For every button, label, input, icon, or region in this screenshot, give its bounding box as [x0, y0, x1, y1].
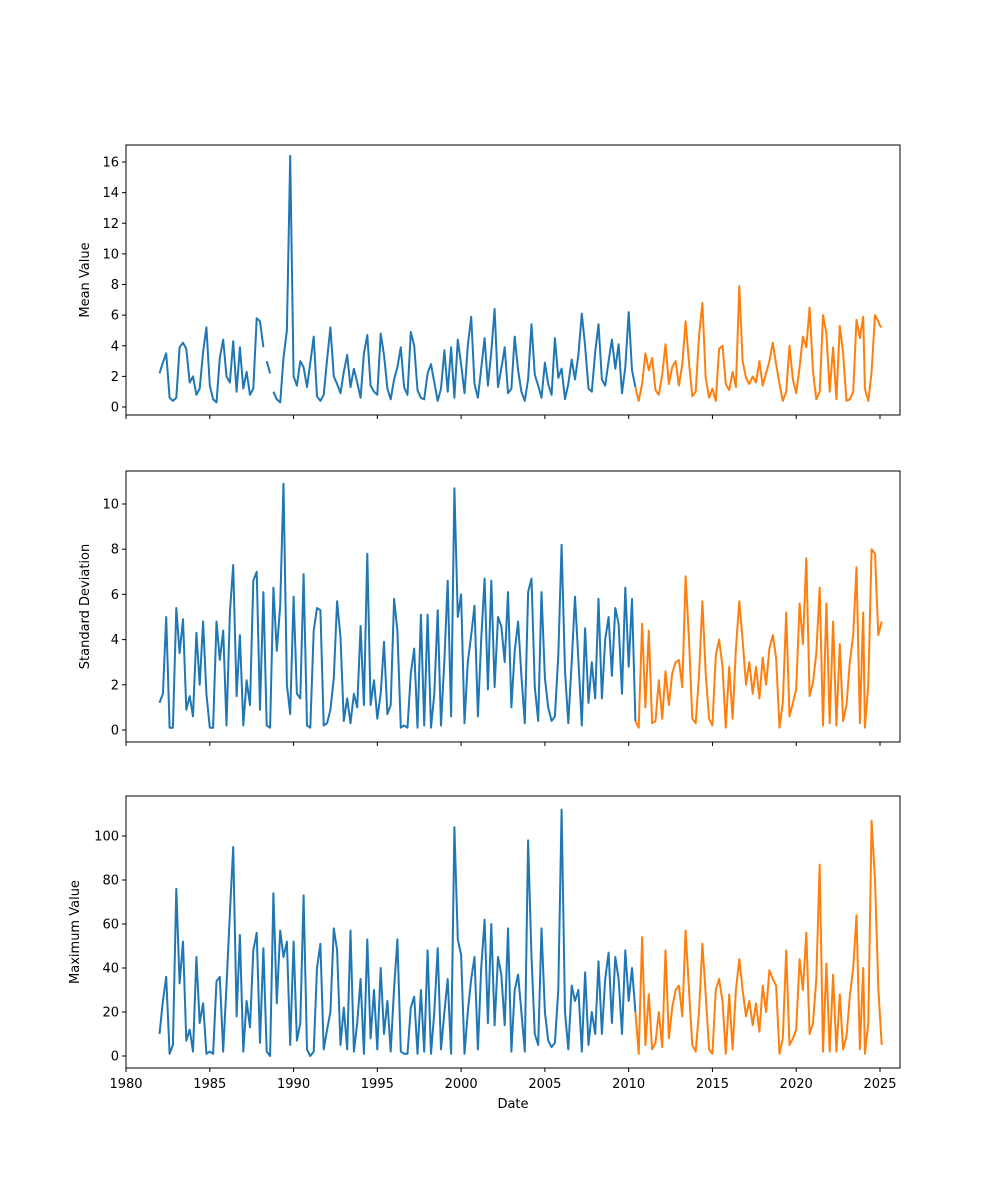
series-line-1-segment-1	[158, 482, 637, 729]
y-tick-label: 60	[102, 918, 119, 933]
x-tick-label: 2010	[612, 1077, 645, 1092]
y-tick-label: 0	[111, 1050, 119, 1065]
x-tick-label: 2005	[528, 1077, 561, 1092]
y-tick-label: 10	[102, 247, 119, 262]
axes-frame	[125, 144, 901, 416]
x-tick-label: 2020	[780, 1077, 813, 1092]
subplot-panels: 0 2 4 6 8 10 12 14 16 Mean Value 0 2 4 6 8 10 Standard D…	[68, 144, 901, 1112]
series-group	[158, 482, 883, 729]
series-line-1-segment-1	[158, 317, 265, 404]
y-tick-label: 100	[94, 830, 119, 845]
y-tick-label: 2	[111, 678, 119, 693]
y-axis-label: Mean Value	[78, 242, 93, 317]
y-tick-label: 14	[102, 186, 119, 201]
y-tick-label: 8	[111, 543, 119, 558]
series-line-1-segment-2	[265, 360, 272, 374]
x-tick-label: 1985	[193, 1077, 226, 1092]
x-tick-label: 1980	[109, 1077, 142, 1092]
y-tick-label: 0	[111, 401, 119, 416]
subplot-2: 0 2 4 6 8 10 Standard Deviation	[78, 470, 901, 746]
series-line-1-segment-3	[272, 154, 637, 404]
series-line-2-segment-1	[634, 285, 883, 402]
subplot-1: 0 2 4 6 8 10 12 14 16 Mean Value	[78, 144, 901, 419]
y-tick-label: 10	[102, 498, 119, 513]
x-tick-label: 1990	[277, 1077, 310, 1092]
series-group	[158, 808, 883, 1057]
y-tick-label: 80	[102, 874, 119, 889]
series-group	[158, 154, 883, 404]
y-tick-label: 0	[111, 724, 119, 739]
x-tick-label: 2015	[696, 1077, 729, 1092]
axes-frame	[125, 470, 901, 743]
y-tick-label: 12	[102, 217, 119, 232]
y-tick-label: 16	[102, 156, 119, 171]
y-tick-label: 40	[102, 962, 119, 977]
series-line-2-segment-1	[634, 548, 883, 729]
x-tick-label: 2025	[863, 1077, 896, 1092]
y-tick-label: 6	[111, 309, 119, 324]
y-tick-label: 8	[111, 278, 119, 293]
x-tick-label: 2000	[445, 1077, 478, 1092]
subplot-3: 0 20 40 60 80 100 1980 1985 1990 1995 2000 2005 2010…	[68, 795, 901, 1112]
y-axis-label: Maximum Value	[68, 880, 83, 984]
y-tick-label: 6	[111, 588, 119, 603]
y-tick-label: 2	[111, 370, 119, 385]
x-tick-label: 1995	[361, 1077, 394, 1092]
axes-frame	[125, 795, 901, 1069]
y-tick-label: 4	[111, 633, 119, 648]
series-line-2-segment-1	[634, 819, 883, 1055]
y-tick-label: 20	[102, 1006, 119, 1021]
y-tick-label: 4	[111, 339, 119, 354]
y-axis-label: Standard Deviation	[78, 544, 93, 669]
series-line-1-segment-1	[158, 808, 637, 1057]
x-axis-label: Date	[497, 1097, 528, 1112]
